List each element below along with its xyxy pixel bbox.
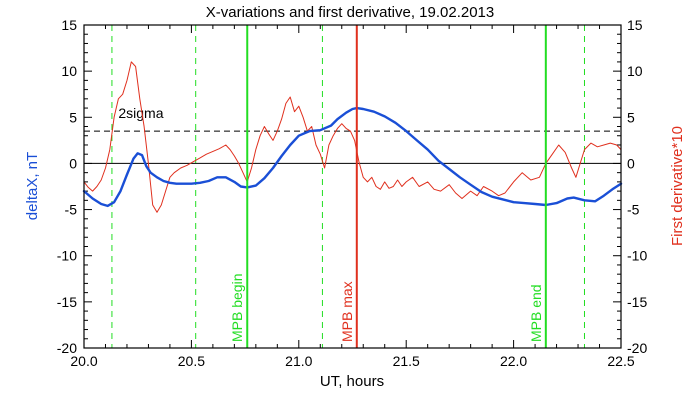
y-tick-label-right: -20 [627, 340, 647, 356]
y-tick-label-left: 0 [69, 155, 77, 171]
y-tick-label-right: 5 [627, 109, 635, 125]
marker-label: MPB end [528, 284, 544, 342]
plot-layers: 20.0 20.5 21.0 21.5 22.0 22.5-20 -20-15 -15-10-… [57, 17, 648, 369]
marker-label: MPB begin [229, 274, 245, 342]
x-tick-label: 20.5 [178, 353, 205, 369]
y-tick-label-left: -20 [57, 340, 77, 356]
plot-frame [83, 24, 622, 349]
derivative-series-line [83, 61, 622, 213]
x-tick-label: 22.5 [607, 353, 634, 369]
y-tick-label-left: -5 [65, 202, 78, 218]
x-tick-label: 20.0 [70, 353, 97, 369]
y-tick-label-right: 0 [627, 155, 635, 171]
deltax-series-line [82, 106, 623, 208]
y-tick-label-left: 5 [69, 109, 77, 125]
y-tick-label-right: -5 [627, 202, 640, 218]
y-tick-label-right: 15 [627, 17, 643, 33]
marker-label: MPB max [339, 281, 355, 342]
x-axis-title: UT, hours [320, 373, 384, 390]
x-tick-label: 21.5 [393, 353, 420, 369]
y-axis-title-left: deltaX, nT [24, 152, 41, 220]
y-tick-label-right: -10 [627, 248, 647, 264]
y-tick-label-left: -15 [57, 294, 77, 310]
y-tick-label-right: -15 [627, 294, 647, 310]
y-tick-label-left: 15 [61, 17, 77, 33]
x-tick-label: 21.0 [285, 353, 312, 369]
y-tick-label-left: 10 [61, 63, 77, 79]
y-tick-label-left: -10 [57, 248, 77, 264]
y-axis-title-right: First derivative*10 [669, 126, 686, 246]
chart-title: X-variations and first derivative, 19.02… [206, 4, 495, 21]
y-tick-label-right: 10 [627, 63, 643, 79]
threshold-label: 2sigma [118, 105, 163, 121]
x-tick-label: 22.0 [500, 353, 527, 369]
